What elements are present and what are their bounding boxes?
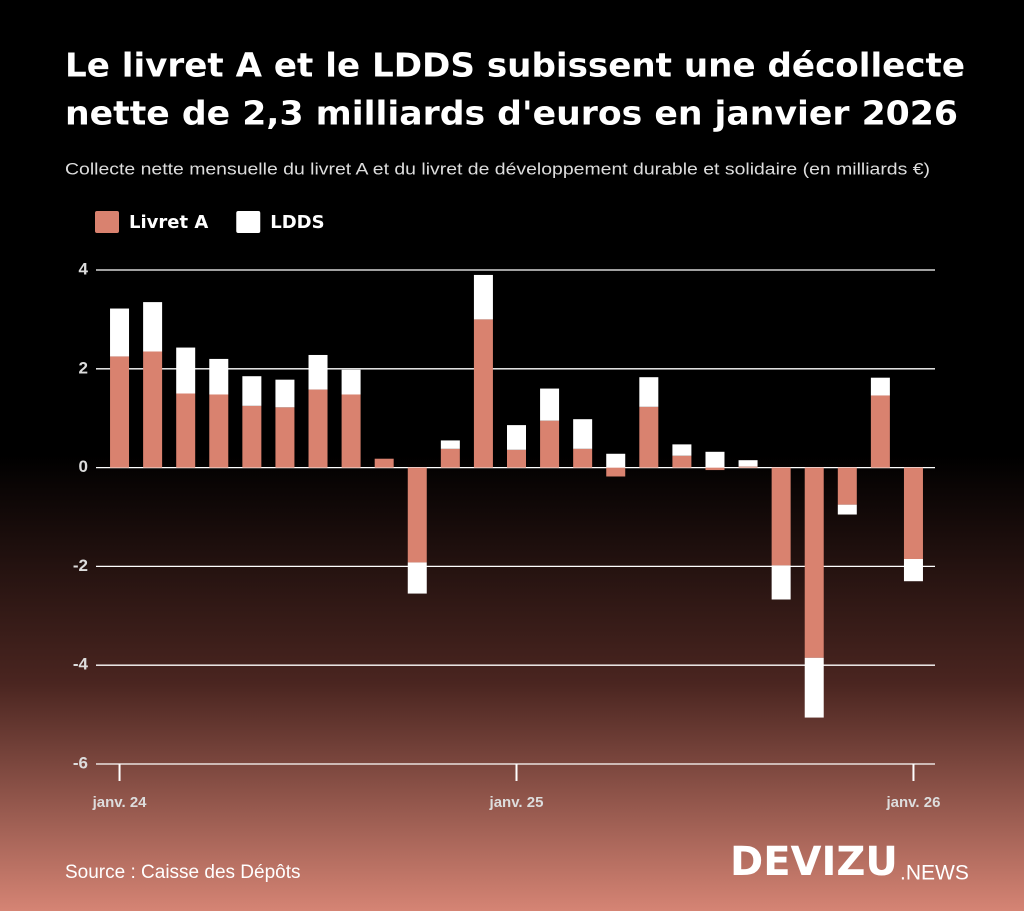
bar — [110, 356, 130, 468]
bar — [540, 420, 560, 468]
legend-label: Livret A — [129, 212, 208, 233]
chart-title: nette de 2,3 milliards d'euros en janvie… — [65, 94, 958, 133]
legend-swatch — [236, 211, 261, 233]
bar — [308, 389, 328, 468]
bar — [573, 419, 593, 449]
bar — [870, 395, 890, 468]
bar — [903, 467, 923, 559]
bar — [771, 467, 791, 566]
bar — [705, 467, 725, 471]
bar — [507, 449, 526, 468]
bar — [473, 274, 493, 320]
bar — [705, 451, 725, 468]
bar — [540, 388, 560, 421]
bar — [143, 302, 163, 352]
bar — [903, 558, 923, 582]
bar — [407, 467, 427, 563]
bar — [341, 369, 361, 395]
bar — [110, 308, 130, 357]
bar — [804, 657, 824, 718]
bar — [639, 406, 659, 468]
y-tick-label: 2 — [79, 358, 88, 377]
bar — [440, 440, 460, 449]
logo-suffix: .NEWS — [900, 862, 969, 885]
bar — [606, 453, 626, 468]
bar — [606, 467, 626, 477]
y-tick-label: -4 — [73, 655, 89, 674]
bar — [374, 458, 394, 468]
y-tick-label: 0 — [79, 457, 88, 476]
bar — [672, 444, 692, 456]
bar — [143, 351, 163, 468]
bar — [573, 448, 593, 468]
bar — [507, 425, 526, 450]
bar — [209, 358, 229, 395]
bar — [870, 377, 890, 396]
legend-swatch — [95, 211, 119, 233]
chart-subtitle: Collecte nette mensuelle du livret A et … — [65, 159, 930, 178]
legend-label: LDDS — [270, 212, 324, 233]
bar — [771, 565, 791, 600]
chart-title: Le livret A et le LDDS subissent une déc… — [65, 46, 965, 85]
bar — [242, 376, 262, 406]
bar — [407, 562, 427, 594]
bar — [440, 448, 460, 468]
x-tick-label: janv. 25 — [489, 794, 544, 811]
bar — [176, 347, 196, 394]
bar — [837, 467, 857, 505]
logo: DEVIZU — [730, 839, 898, 885]
x-tick-label: janv. 24 — [92, 794, 148, 811]
bar — [639, 377, 659, 407]
source: Source : Caisse des Dépôts — [65, 862, 301, 883]
bar — [308, 354, 328, 390]
bar — [672, 455, 692, 468]
y-tick-label: 4 — [79, 259, 89, 278]
bar — [176, 393, 196, 468]
bar — [242, 405, 262, 468]
y-tick-label: -2 — [73, 556, 88, 575]
bar — [837, 504, 857, 515]
bar — [275, 407, 295, 468]
bar — [341, 394, 361, 468]
x-tick-label: janv. 26 — [885, 794, 940, 811]
bar — [738, 466, 758, 468]
y-tick-label: -6 — [73, 753, 88, 772]
bar — [473, 319, 493, 468]
bar — [209, 394, 229, 468]
bar — [738, 460, 758, 467]
bar — [275, 379, 295, 408]
bar — [804, 467, 824, 658]
